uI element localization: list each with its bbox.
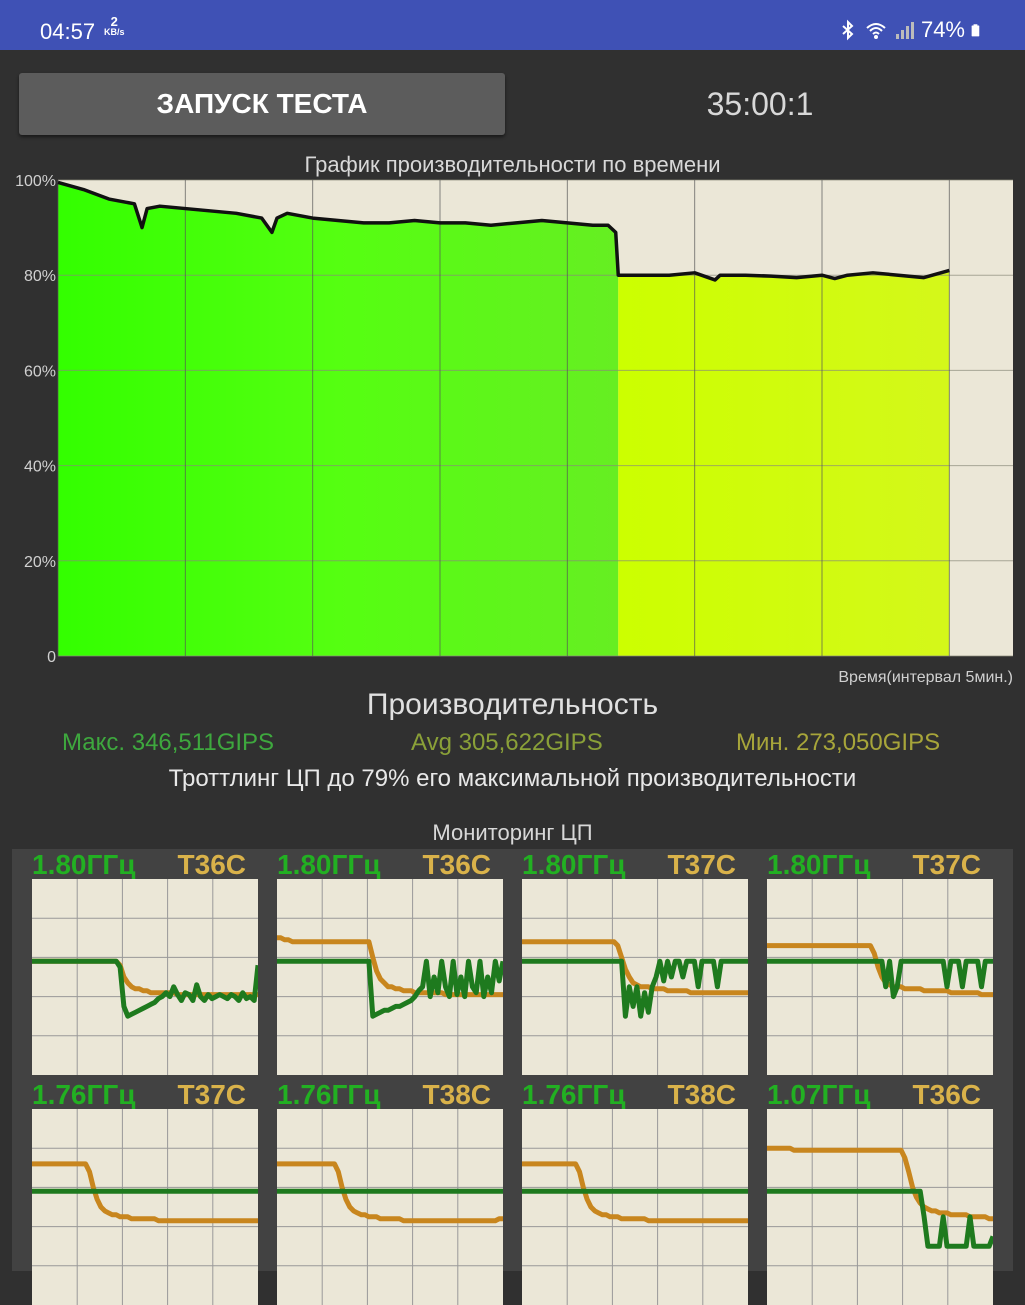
chart-title: График производительности по времени — [304, 152, 721, 177]
core-temperature: T36C — [912, 1079, 981, 1110]
core-temperature: T37C — [912, 849, 981, 880]
core-chart — [32, 879, 258, 1075]
status-bar: 04:57 2 KB/s 74% — [0, 0, 1025, 50]
temperature-line — [767, 943, 993, 998]
signal-icon — [895, 22, 914, 39]
y-tick-label: 20% — [24, 554, 56, 571]
cpu-monitor-title: Мониторинг ЦП — [432, 820, 593, 845]
y-tick-label: 0 — [47, 649, 56, 666]
frequency-line — [32, 958, 258, 1019]
core-temperature: T36C — [422, 849, 491, 880]
cpu-core-monitor: 1.76ГГц T37C — [32, 1079, 258, 1305]
frequency-line — [767, 1188, 993, 1249]
core-temperature: T38C — [667, 1079, 736, 1110]
core-temperature: T37C — [667, 849, 736, 880]
y-tick-label: 100% — [15, 173, 56, 190]
network-speed-value: 2 — [110, 14, 118, 29]
network-speed: 2 KB/s — [104, 14, 125, 37]
core-chart-bg — [32, 879, 258, 1075]
area-segment-high — [58, 182, 619, 656]
core-chart — [277, 1109, 503, 1305]
y-tick-label: 40% — [24, 459, 56, 476]
temperature-line — [522, 939, 748, 996]
core-chart — [277, 879, 503, 1075]
cpu-core-monitor: 1.07ГГц T36C — [767, 1079, 993, 1305]
core-chart — [767, 1109, 993, 1305]
battery-percent: 74% — [920, 17, 965, 42]
core-chart — [767, 879, 993, 1075]
test-timer: 35:00:1 — [706, 86, 814, 122]
temperature-line — [32, 1161, 258, 1224]
cpu-core-monitor: 1.80ГГц T37C — [522, 849, 748, 1075]
core-chart-bg — [522, 1109, 748, 1305]
temperature-line — [277, 1161, 503, 1224]
performance-chart: 100% 80% 60% 40% 20% 0 Время(интервал 5мин.) — [15, 173, 1013, 685]
min-performance: Мин. 273,050GIPS — [736, 729, 941, 756]
cpu-core-monitor: 1.80ГГц T36C — [277, 849, 503, 1075]
core-chart — [32, 1109, 258, 1305]
frequency-line — [522, 958, 748, 1019]
avg-performance: Avg 305,622GIPS — [411, 729, 603, 756]
y-tick-label: 80% — [24, 268, 56, 285]
core-frequency: 1.80ГГц — [522, 849, 626, 880]
temperature-line — [767, 1145, 993, 1222]
core-frequency: 1.76ГГц — [277, 1079, 381, 1110]
performance-line — [57, 180, 950, 282]
cpu-core-monitor: 1.80ГГц T37C — [767, 849, 993, 1075]
core-chart-bg — [522, 879, 748, 1075]
performance-title: Производительность — [366, 688, 659, 721]
battery-icon — [971, 24, 980, 37]
cpu-monitor-panel: 1.80ГГц T36C 1.80ГГц T36C 1.80ГГц T37C 1.80ГГц… — [12, 849, 1013, 1305]
core-chart-bg — [277, 1109, 503, 1305]
throttling-summary: Троттлинг ЦП до 79% его максимальной про… — [168, 765, 857, 792]
bluetooth-icon — [842, 19, 854, 41]
temperature-line — [522, 1161, 748, 1224]
core-chart — [522, 879, 748, 1075]
core-temperature: T37C — [177, 1079, 246, 1110]
core-frequency: 1.07ГГц — [767, 1079, 871, 1110]
core-temperature: T38C — [422, 1079, 491, 1110]
core-chart-bg — [32, 1109, 258, 1305]
core-frequency: 1.80ГГц — [767, 849, 871, 880]
y-tick-label: 60% — [24, 363, 56, 380]
core-chart — [522, 1109, 748, 1305]
area-segment-throttled — [618, 270, 950, 656]
cpu-core-monitor: 1.76ГГц T38C — [522, 1079, 748, 1305]
start-test-button[interactable]: ЗАПУСК ТЕСТА — [19, 73, 505, 135]
status-time: 04:57 — [40, 19, 96, 44]
core-frequency: 1.76ГГц — [522, 1079, 626, 1110]
x-axis-label: Время(интервал 5мин.) — [838, 669, 1013, 685]
core-frequency: 1.80ГГц — [32, 849, 136, 880]
max-performance: Макс. 346,511GIPS — [62, 729, 275, 756]
frequency-line — [277, 958, 503, 1019]
wifi-icon — [866, 23, 886, 39]
core-temperature: T36C — [177, 849, 246, 880]
core-frequency: 1.76ГГц — [32, 1079, 136, 1110]
network-speed-unit: KB/s — [104, 27, 125, 37]
core-frequency: 1.80ГГц — [277, 849, 381, 880]
chart-grid — [57, 179, 1013, 657]
cpu-core-monitor: 1.76ГГц T38C — [277, 1079, 503, 1305]
frequency-line — [767, 958, 993, 1000]
core-chart-bg — [767, 1109, 993, 1305]
status-icons: 74% — [837, 17, 985, 43]
cpu-core-monitor: 1.80ГГц T36C — [32, 849, 258, 1075]
